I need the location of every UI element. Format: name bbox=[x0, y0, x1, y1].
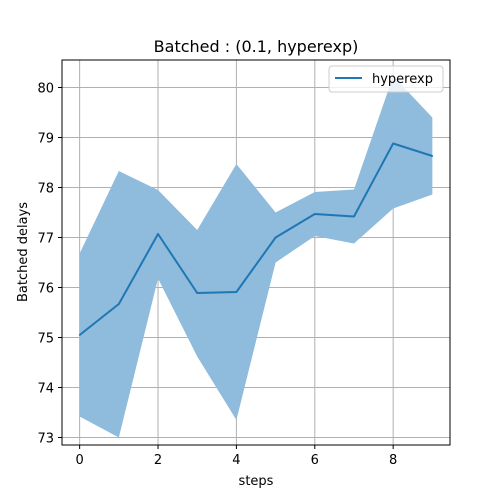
y-axis-title: Batched delays bbox=[16, 202, 31, 302]
confidence-band bbox=[80, 76, 433, 438]
data-point bbox=[392, 143, 394, 145]
data-point bbox=[157, 233, 159, 235]
legend: hyperexp bbox=[329, 66, 443, 92]
x-axis-title: steps bbox=[239, 474, 274, 489]
data-point bbox=[314, 213, 316, 215]
y-tick-label: 75 bbox=[37, 332, 54, 347]
y-axis-ticks: 73 74 75 76 77 78 79 80 bbox=[37, 82, 62, 447]
y-tick-label: 78 bbox=[37, 182, 54, 197]
data-point bbox=[79, 334, 81, 336]
x-tick-label: 0 bbox=[75, 453, 83, 468]
data-point bbox=[353, 216, 355, 218]
y-tick-label: 74 bbox=[37, 382, 54, 397]
chart-title: Batched : (0.1, hyperexp) bbox=[154, 37, 359, 56]
legend-label-hyperexp: hyperexp bbox=[372, 72, 433, 87]
y-tick-label: 79 bbox=[37, 132, 54, 147]
y-tick-label: 76 bbox=[37, 282, 54, 297]
x-tick-label: 8 bbox=[389, 453, 397, 468]
data-point bbox=[275, 237, 277, 239]
confidence-band-layer bbox=[80, 76, 433, 438]
y-tick-label: 77 bbox=[37, 232, 54, 247]
data-point bbox=[196, 292, 198, 294]
data-point bbox=[118, 303, 120, 305]
x-tick-label: 2 bbox=[154, 453, 162, 468]
data-point bbox=[432, 155, 434, 157]
x-tick-label: 6 bbox=[311, 453, 319, 468]
data-point bbox=[236, 291, 238, 293]
y-tick-label: 80 bbox=[37, 82, 54, 97]
x-tick-label: 4 bbox=[232, 453, 240, 468]
x-axis-ticks: 0 2 4 6 8 bbox=[75, 445, 397, 468]
y-tick-label: 73 bbox=[37, 432, 54, 447]
